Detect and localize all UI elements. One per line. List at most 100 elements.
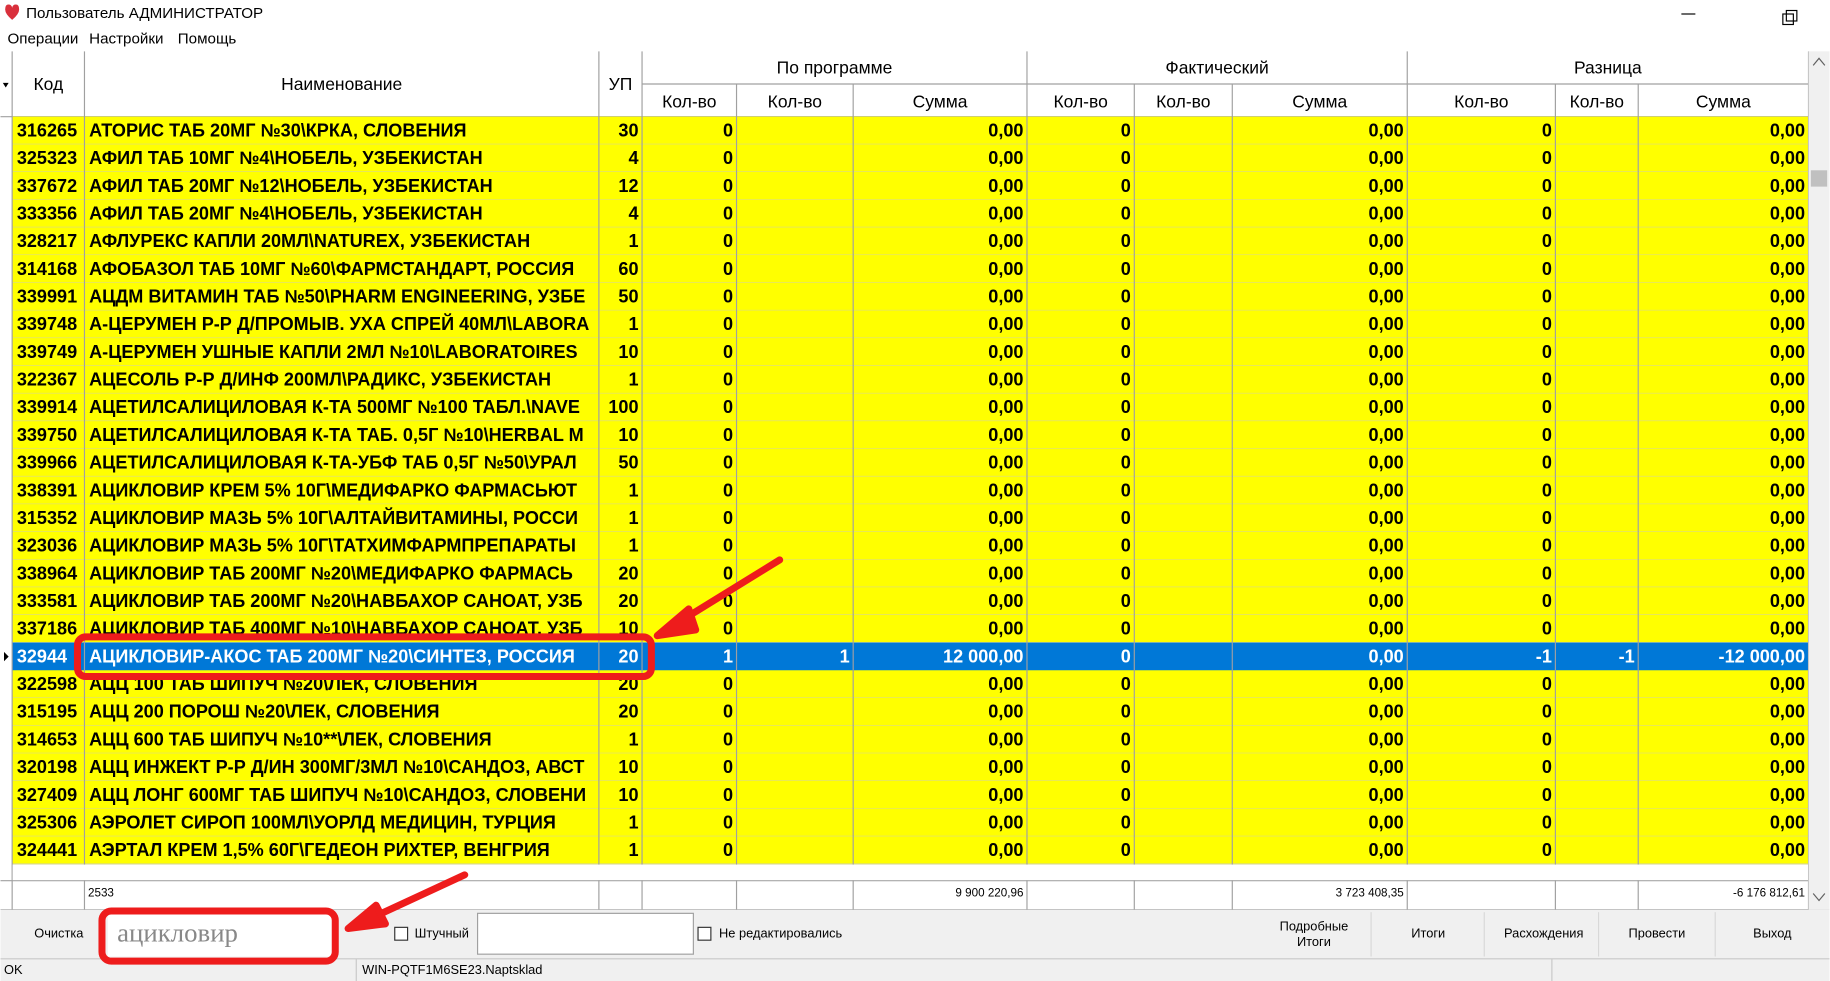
scrollbar[interactable] bbox=[1808, 51, 1830, 910]
cell-name: АЭРТАЛ КРЕМ 1,5% 60Г\ГЕДЕОН РИХТЕР, ВЕНГ… bbox=[89, 840, 550, 860]
cell: 0 bbox=[723, 176, 733, 196]
cell: 0 bbox=[1542, 120, 1552, 140]
table-row[interactable] bbox=[12, 393, 1809, 422]
cell: 0,00 bbox=[1369, 757, 1404, 777]
cell: 50 bbox=[618, 453, 638, 473]
cell: 314168 bbox=[17, 259, 77, 279]
table-row[interactable] bbox=[12, 808, 1809, 837]
table-row[interactable] bbox=[12, 642, 1809, 671]
cell: 0,00 bbox=[988, 812, 1023, 832]
table-row[interactable] bbox=[12, 227, 1809, 256]
cell: 328217 bbox=[17, 231, 77, 251]
details-button[interactable]: Итоги bbox=[1297, 934, 1331, 949]
cell: 0 bbox=[1542, 785, 1552, 805]
checkbox[interactable] bbox=[394, 926, 409, 941]
table-row[interactable] bbox=[12, 725, 1809, 754]
search-input[interactable] bbox=[107, 913, 332, 957]
table-row[interactable] bbox=[12, 780, 1809, 809]
cell: 315195 bbox=[17, 702, 77, 722]
toolbar-button[interactable]: Расхождения bbox=[1504, 926, 1583, 941]
cell: 0 bbox=[1121, 203, 1131, 223]
cell: 338391 bbox=[17, 480, 77, 500]
toolbar-button[interactable]: Выход bbox=[1753, 926, 1792, 941]
toolbar-button[interactable]: Итоги bbox=[1411, 926, 1445, 941]
cell: 0 bbox=[723, 785, 733, 805]
table-row[interactable] bbox=[12, 199, 1809, 228]
cell: 0,00 bbox=[1369, 314, 1404, 334]
cell: 0,00 bbox=[1369, 397, 1404, 417]
cell: 0,00 bbox=[988, 148, 1023, 168]
cell: 0,00 bbox=[1770, 536, 1805, 556]
menu-item[interactable]: Помощь bbox=[178, 31, 237, 48]
restore-button[interactable] bbox=[1782, 13, 1794, 26]
cell-name: АЦЦ 600 ТАБ ШИПУЧ №10**\ЛЕК, СЛОВЕНИЯ bbox=[89, 729, 491, 749]
cell: 0,00 bbox=[1369, 480, 1404, 500]
details-button[interactable]: Подробные bbox=[1280, 919, 1349, 934]
column-header: Кол-во bbox=[662, 91, 716, 111]
cell-name: АЦИКЛОВИР МАЗЬ 5% 10Г\ТАТХИМФАРМПРЕПАРАТ… bbox=[89, 536, 576, 556]
cell: 0,00 bbox=[1369, 120, 1404, 140]
cell-name: АФОБАЗОЛ ТАБ 10МГ №60\ФАРМСТАНДАРТ, РОСС… bbox=[89, 259, 574, 279]
annotation bbox=[73, 556, 784, 965]
table-row[interactable] bbox=[12, 282, 1809, 311]
cell: 0,00 bbox=[1770, 729, 1805, 749]
text-input[interactable] bbox=[476, 912, 694, 955]
menu-item[interactable]: Операции bbox=[7, 31, 78, 48]
cell: 0,00 bbox=[988, 453, 1023, 473]
search-text[interactable]: ацикловир bbox=[117, 918, 238, 948]
cell: 0 bbox=[723, 287, 733, 307]
menu-item[interactable]: Настройки bbox=[89, 31, 163, 48]
scroll-thumb[interactable] bbox=[1810, 170, 1828, 187]
table-row[interactable] bbox=[12, 310, 1809, 339]
table-row[interactable] bbox=[12, 836, 1809, 865]
cell: 0 bbox=[723, 480, 733, 500]
cell: 322367 bbox=[17, 370, 77, 390]
toolbar-button[interactable]: Провести bbox=[1628, 926, 1685, 941]
cell: 316265 bbox=[17, 120, 77, 140]
cell-name: АЦЦ ЛОНГ 600МГ ТАБ ШИПУЧ №10\САНДОЗ, СЛО… bbox=[89, 785, 586, 805]
checkbox-label[interactable]: Не редактировались bbox=[719, 926, 843, 941]
table-row[interactable] bbox=[12, 255, 1809, 283]
total-count: 2533 bbox=[88, 887, 114, 900]
cell: 0 bbox=[1121, 480, 1131, 500]
cell: 0 bbox=[723, 729, 733, 749]
table-row[interactable] bbox=[12, 476, 1809, 505]
cell: 0,00 bbox=[1369, 259, 1404, 279]
cell: 10 bbox=[618, 342, 638, 362]
cell: 0 bbox=[1542, 591, 1552, 611]
clear-button[interactable]: Очистка bbox=[34, 926, 84, 941]
total-sum: -6 176 812,61 bbox=[1733, 887, 1805, 900]
cell: 1 bbox=[628, 536, 638, 556]
cell: 0,00 bbox=[1770, 702, 1805, 722]
cell-name: АТОРИС ТАБ 20МГ №30\КРКА, СЛОВЕНИЯ bbox=[89, 120, 466, 140]
cell-name: А-ЦЕРУМЕН УШНЫЕ КАПЛИ 2МЛ №10\LABORATOIR… bbox=[89, 342, 577, 362]
cell: 0 bbox=[1121, 342, 1131, 362]
table-row[interactable] bbox=[12, 531, 1809, 560]
cell: 0,00 bbox=[1770, 812, 1805, 832]
cell: 0,00 bbox=[988, 342, 1023, 362]
cell: 0 bbox=[723, 453, 733, 473]
table-row[interactable] bbox=[12, 365, 1809, 394]
cell: 0,00 bbox=[1770, 453, 1805, 473]
table-row[interactable] bbox=[12, 753, 1809, 781]
cell: -1 bbox=[1619, 646, 1635, 666]
cell: 0,00 bbox=[988, 314, 1023, 334]
cell-name: АЦЕТИЛСАЛИЦИЛОВАЯ К-ТА-УБФ ТАБ 0,5Г №50\… bbox=[89, 453, 577, 473]
checkbox[interactable] bbox=[697, 926, 712, 941]
cell: 0,00 bbox=[988, 729, 1023, 749]
table-row[interactable] bbox=[12, 448, 1809, 477]
table-row[interactable] bbox=[12, 421, 1809, 449]
table-row[interactable] bbox=[12, 338, 1809, 366]
cell: 60 bbox=[618, 259, 638, 279]
cell: 32944 bbox=[17, 646, 67, 666]
checkbox-label[interactable]: Штучный bbox=[415, 926, 469, 941]
table-row[interactable] bbox=[12, 559, 1809, 588]
table-row[interactable] bbox=[12, 116, 1809, 145]
sort-indicator bbox=[2, 82, 9, 88]
table-row[interactable] bbox=[12, 144, 1809, 173]
table-row[interactable] bbox=[12, 587, 1809, 615]
table-row[interactable] bbox=[12, 504, 1809, 532]
table-row[interactable] bbox=[12, 172, 1809, 200]
table-row[interactable] bbox=[12, 697, 1809, 726]
